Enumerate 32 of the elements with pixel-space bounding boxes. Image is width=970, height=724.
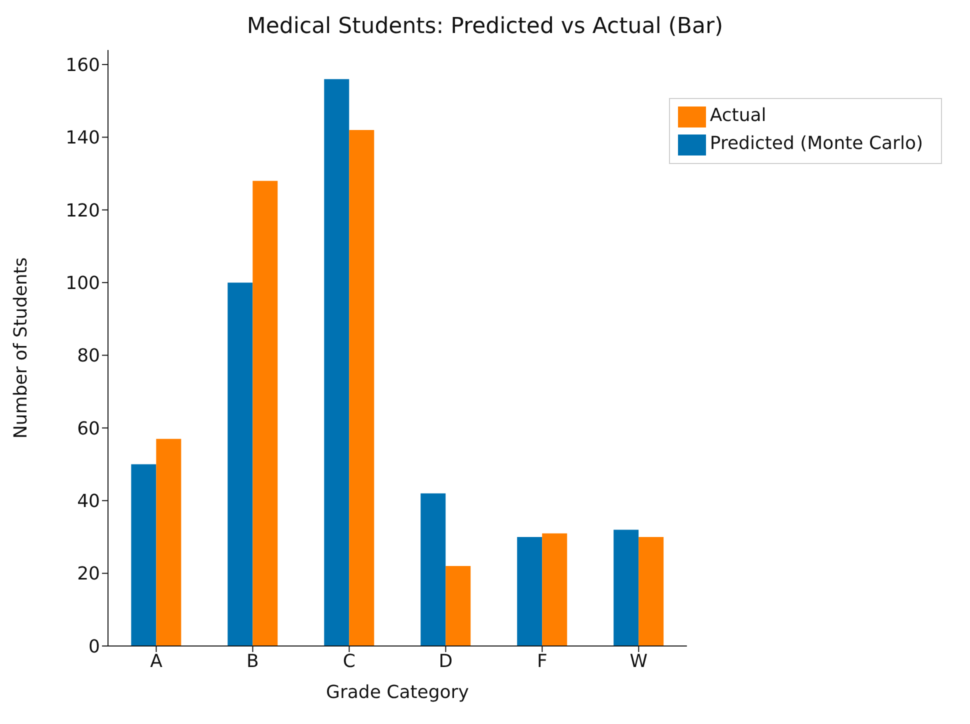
y-tick-label: 100 — [66, 272, 100, 294]
x-tick-label: W — [630, 650, 648, 672]
bar — [156, 438, 182, 646]
bar — [614, 530, 639, 646]
y-tick-label: 80 — [77, 346, 100, 367]
x-tick-label: F — [537, 650, 548, 672]
x-axis-title: Grade Category — [326, 682, 470, 703]
x-tick-label: C — [342, 650, 356, 672]
x-tick-label: A — [150, 650, 164, 672]
bar — [638, 536, 664, 646]
y-tick-label: 20 — [77, 564, 100, 585]
y-tick-label: 60 — [77, 418, 100, 440]
bar — [324, 79, 350, 646]
bar — [542, 533, 568, 646]
y-tick-label: 140 — [66, 128, 100, 149]
y-tick-label: 160 — [66, 54, 100, 76]
bar — [517, 536, 542, 646]
y-tick-label: 40 — [77, 491, 100, 512]
bar — [131, 464, 156, 646]
legend-label: Actual — [710, 105, 766, 126]
y-axis-title: Number of Students — [10, 257, 32, 439]
y-tick-label: 0 — [88, 636, 100, 658]
bar — [446, 566, 471, 646]
x-tick-label: B — [246, 650, 259, 672]
y-tick-label: 120 — [66, 200, 100, 222]
bar — [420, 493, 446, 646]
bar — [349, 130, 374, 646]
bar — [228, 282, 253, 646]
x-tick-label: D — [438, 650, 453, 672]
legend-label: Predicted (Monte Carlo) — [710, 133, 923, 154]
chart-title: Medical Students: Predicted vs Actual (Bar) — [246, 13, 724, 41]
bar — [252, 180, 278, 646]
